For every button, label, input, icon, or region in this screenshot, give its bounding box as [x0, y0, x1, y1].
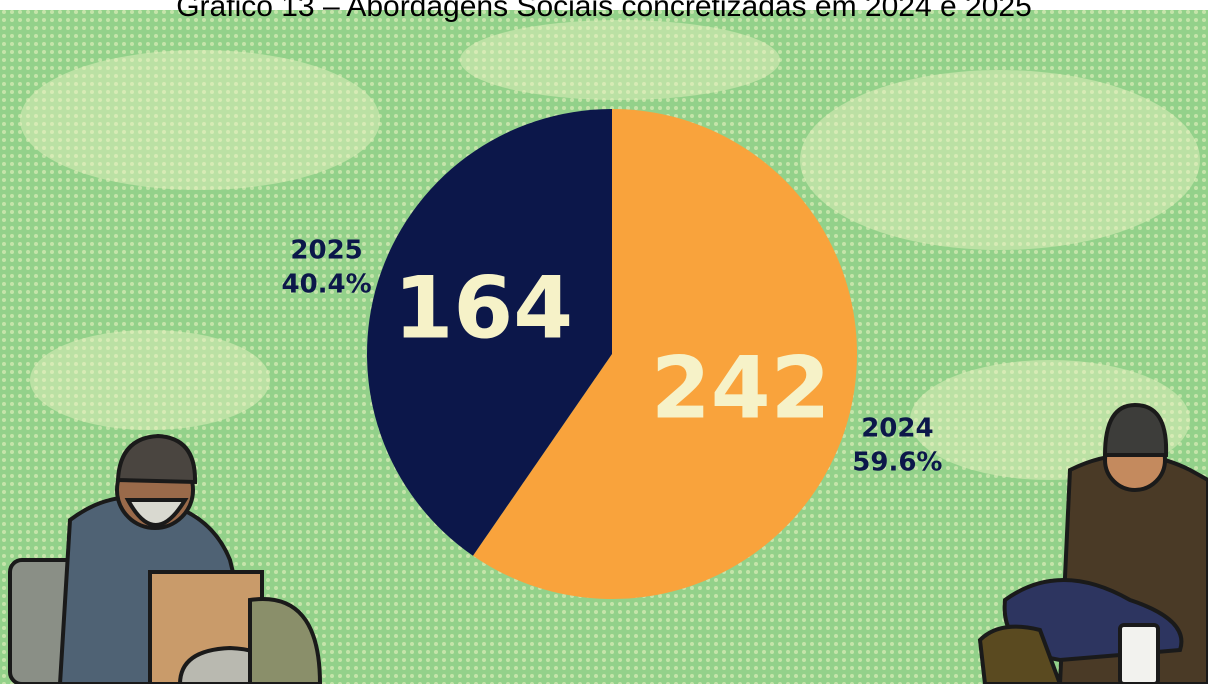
category-label: 2025: [290, 236, 362, 266]
value-label: 242: [651, 338, 831, 438]
percent-label: 40.4%: [282, 270, 372, 300]
category-label: 2024: [861, 413, 933, 443]
percent-label: 59.6%: [852, 447, 942, 477]
value-label: 164: [394, 258, 574, 358]
chart-title: Gráfico 13 – Abordagens Sociais concreti…: [176, 0, 1032, 23]
chart: Gráfico 13 – Abordagens Sociais concreti…: [0, 0, 1208, 684]
